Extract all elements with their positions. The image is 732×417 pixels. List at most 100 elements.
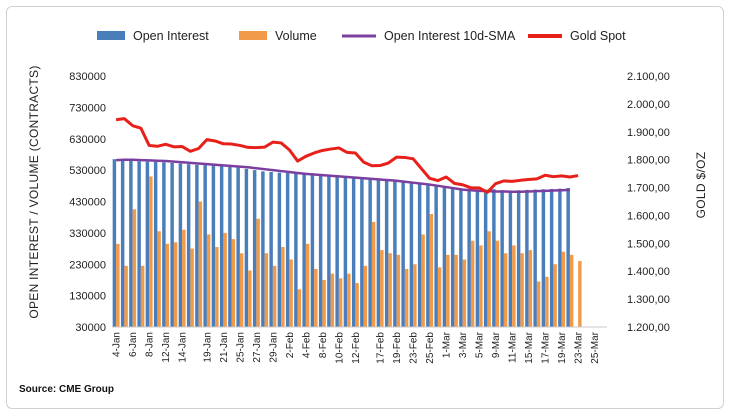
open-interest-bar (228, 166, 232, 327)
open-interest-bar (401, 181, 405, 327)
open-interest-bar (533, 189, 537, 327)
volume-bar (487, 231, 491, 327)
open-interest-bar (244, 168, 249, 327)
open-interest-bar (492, 189, 496, 327)
open-interest-bar (236, 167, 240, 327)
volume-bar (190, 248, 194, 327)
volume-bar (404, 268, 409, 327)
x-tick-label: 5-Mar (475, 331, 486, 358)
series-lines (115, 117, 579, 194)
volume-bar (569, 254, 574, 327)
x-tick-label: 8-Jan (145, 332, 156, 357)
volume-bar (206, 234, 211, 327)
open-interest-bar (203, 165, 207, 327)
y-left-tick-label: 230000 (69, 259, 106, 271)
volume-bar (578, 261, 582, 327)
volume-bar (462, 259, 467, 327)
legend-swatch (97, 31, 125, 40)
x-tick-label: 2-Feb (285, 332, 296, 359)
open-interest-bar (285, 172, 290, 327)
y-right-tick-label: 1.200,00 (627, 322, 670, 334)
legend-label: Volume (275, 29, 317, 43)
left-axis: 830000 730000 630000 530000 430000 330000 2300… (69, 71, 106, 334)
open-interest-bar (129, 160, 133, 327)
volume-bar (520, 253, 524, 327)
volume-bar (165, 243, 170, 327)
open-interest-bar (558, 188, 562, 327)
volume-bar (528, 250, 533, 327)
volume-bar (561, 251, 566, 327)
right-axis: 2.100,00 2.000,00 1.900,00 1.800,00 1.700,00… (627, 71, 670, 334)
legend-item: Open Interest (97, 29, 209, 43)
y-left-tick-label: 530000 (69, 165, 106, 177)
x-tick-label: 9-Mar (491, 331, 502, 358)
volume-bar (545, 276, 549, 327)
chart-frame: Open Interest Volume Open Interest 10d-SMA… (6, 6, 724, 409)
x-tick-label: 12-Feb (351, 332, 362, 364)
open-interest-bar (442, 187, 447, 327)
open-interest-bar (162, 162, 166, 327)
volume-bar (231, 239, 236, 327)
volume-bar (396, 254, 401, 327)
volume-bar (355, 283, 359, 327)
open-interest-bar (195, 164, 199, 327)
y-right-tick-label: 1.700,00 (627, 183, 670, 195)
open-interest-bar (434, 185, 438, 327)
open-interest-bar (310, 174, 315, 327)
open-interest-bar (376, 179, 381, 327)
x-tick-label: 29-Jan (268, 332, 279, 363)
open-interest-bar (360, 177, 364, 327)
volume-bar (157, 231, 161, 327)
volume-bar (446, 254, 450, 327)
y-left-tick-label: 30000 (75, 322, 106, 334)
x-tick-label: 4-Feb (301, 332, 312, 359)
volume-bar (553, 264, 557, 327)
volume-bar (363, 265, 368, 327)
open-interest-bar (261, 171, 265, 327)
open-interest-bar (219, 166, 224, 327)
volume-bar (338, 278, 343, 327)
x-tick-label: 25-Feb (425, 332, 436, 364)
open-interest-bar (467, 190, 471, 327)
x-tick-label: 17-Feb (376, 332, 387, 364)
y-right-tick-label: 1.900,00 (627, 127, 670, 139)
x-tick-label: 8-Feb (318, 332, 329, 359)
volume-bar (173, 242, 178, 327)
x-tick-label: 14-Jan (178, 332, 189, 363)
legend: Open Interest Volume Open Interest 10d-SMA… (97, 29, 626, 43)
open-interest-bar (327, 176, 331, 327)
open-interest-bar (211, 165, 216, 327)
volume-bar (215, 246, 219, 327)
legend-item: Volume (239, 29, 317, 43)
volume-bar (413, 264, 417, 327)
x-tick-label: 12-Jan (161, 332, 172, 363)
volume-bar (470, 240, 475, 327)
x-tick-label: 23-Mar (574, 331, 585, 363)
y-left-tick-label: 130000 (69, 291, 106, 303)
open-interest-bar (277, 172, 282, 327)
y-right-tick-label: 2.100,00 (627, 71, 670, 83)
open-interest-bar (153, 161, 158, 327)
volume-bar (479, 245, 483, 327)
open-interest-bar (178, 163, 183, 327)
open-interest-bar (302, 174, 306, 327)
volume-bar (248, 270, 252, 327)
open-interest-bar (351, 177, 356, 327)
open-interest-bar (252, 170, 257, 327)
volume-bar (371, 221, 376, 327)
x-tick-label: 15-Mar (524, 331, 535, 363)
x-tick-label: 21-Jan (219, 332, 230, 363)
open-interest-bar (343, 177, 348, 327)
x-tick-label: 25-Mar (590, 331, 601, 363)
x-tick-label: 6-Jan (128, 332, 139, 357)
open-interest-bar (269, 172, 273, 327)
open-interest-bar (318, 175, 323, 327)
y-right-tick-label: 1.800,00 (627, 155, 670, 167)
volume-bar (140, 265, 145, 327)
x-tick-label: 4-Jan (112, 332, 123, 357)
legend-label: Open Interest 10d-SMA (384, 29, 516, 43)
volume-bar (264, 253, 269, 327)
x-tick-label: 3-Mar (458, 331, 469, 358)
open-interest-bar (409, 182, 414, 327)
legend-label: Open Interest (133, 29, 209, 43)
